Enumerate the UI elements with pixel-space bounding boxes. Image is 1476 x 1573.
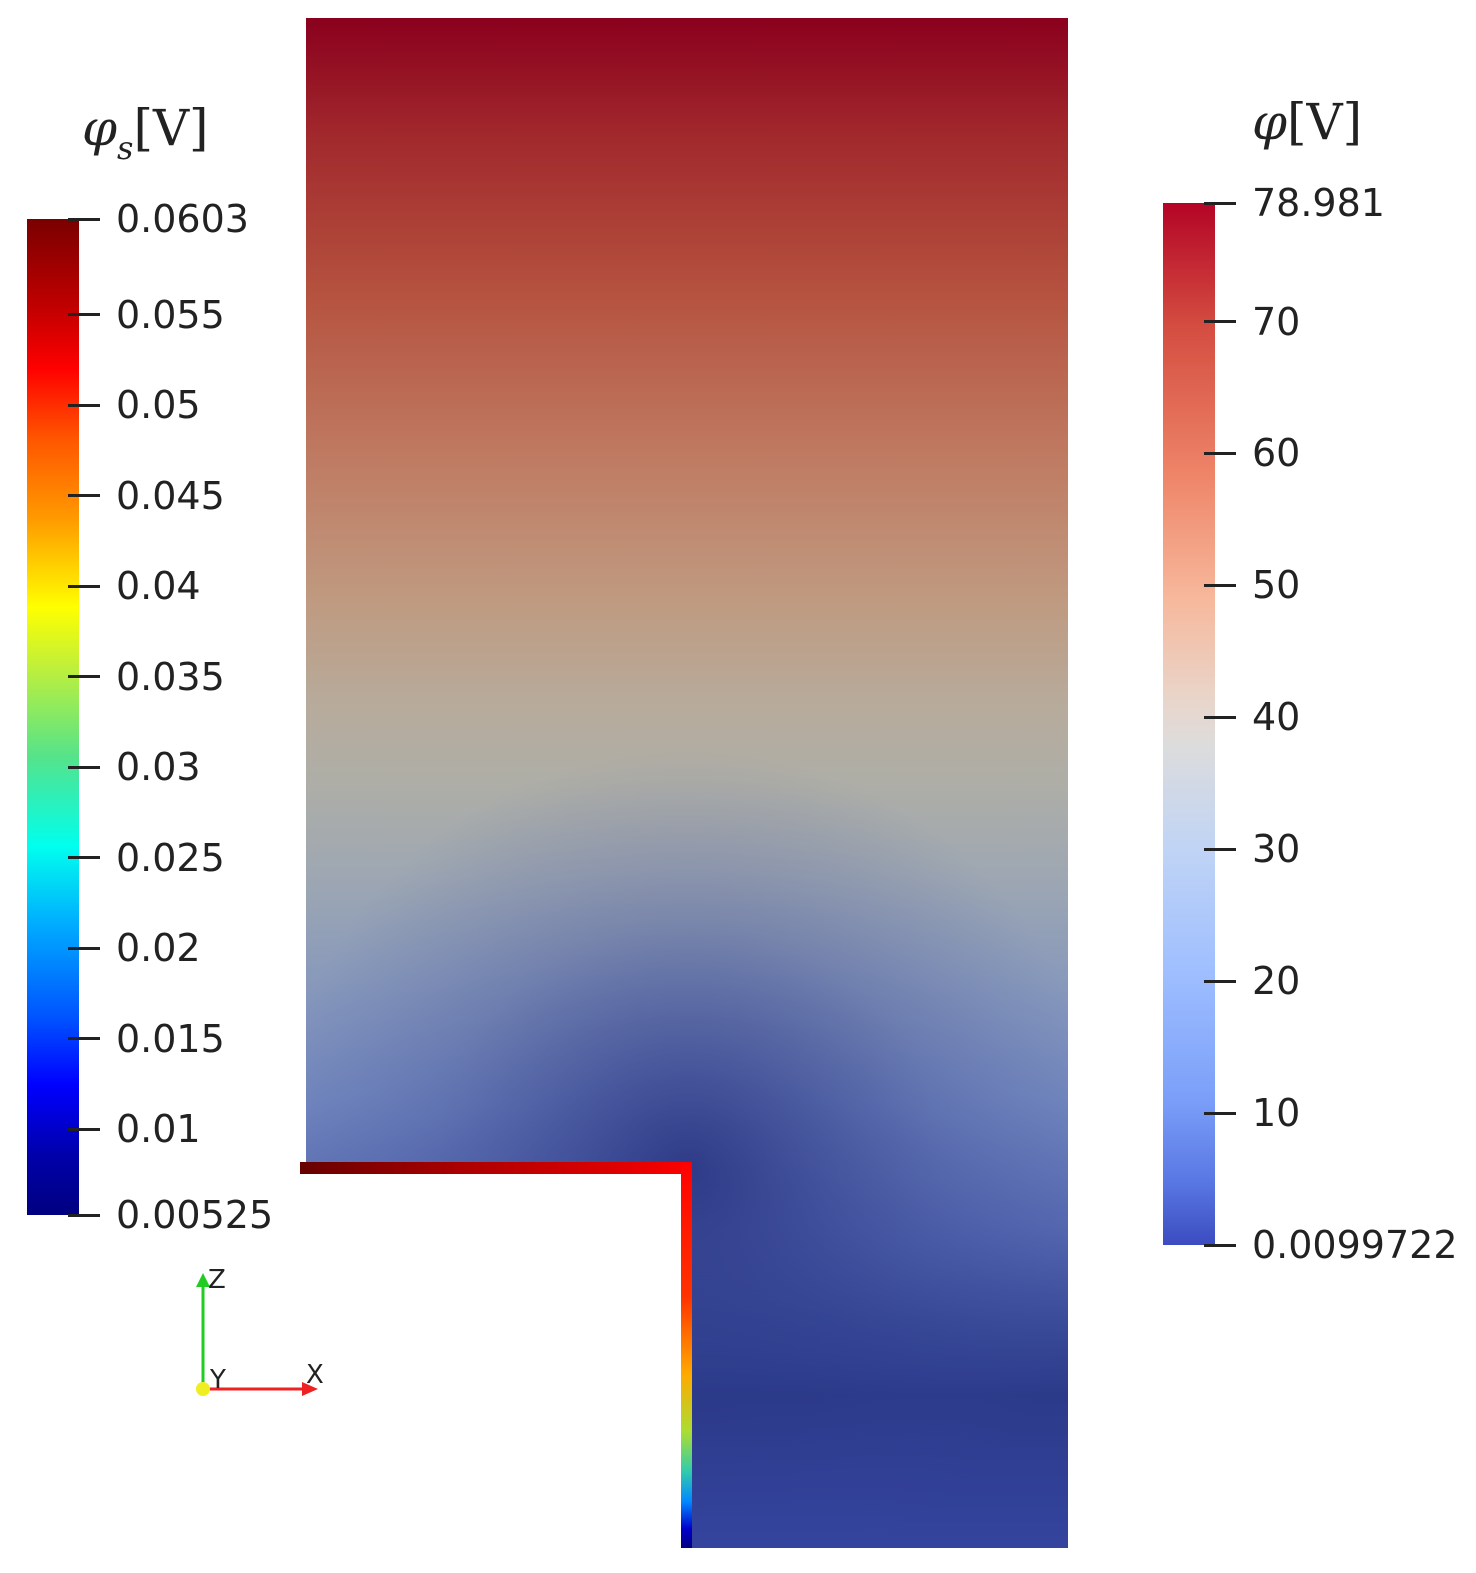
- right-colorbar-tick-label-5: 30: [1252, 827, 1301, 872]
- left-colorbar-tick-label-9: 0.015: [116, 1016, 225, 1061]
- left-colorbar-tick-label-3: 0.045: [116, 473, 225, 518]
- left-colorbar-tick-4: [68, 584, 100, 588]
- left-colorbar-tick-label-6: 0.03: [116, 745, 201, 790]
- y-axis-point: [196, 1382, 210, 1396]
- x-axis-label: X: [306, 1360, 324, 1390]
- right-colorbar-tick-1: [1204, 320, 1236, 323]
- right-colorbar: [1163, 203, 1215, 1245]
- right-colorbar-tick-label-6: 20: [1252, 959, 1301, 1004]
- right-colorbar-tick-label-4: 40: [1252, 695, 1301, 740]
- right-colorbar-tick-label-1: 70: [1252, 299, 1301, 344]
- left-colorbar-tick-11: [68, 1213, 100, 1217]
- left-colorbar-tick-3: [68, 494, 100, 498]
- z-axis-arrow-icon: [196, 1273, 210, 1287]
- left-colorbar-tick-label-5: 0.035: [116, 654, 225, 699]
- orientation-axes: [196, 1273, 318, 1396]
- left-colorbar-tick-label-7: 0.025: [116, 835, 225, 880]
- left-colorbar-title: φs[V]: [82, 99, 209, 167]
- left-colorbar-tick-label-2: 0.05: [116, 383, 201, 428]
- right-colorbar-tick-0: [1204, 201, 1236, 205]
- right-colorbar-tick-5: [1204, 847, 1236, 851]
- left-colorbar-tick-label-8: 0.02: [116, 926, 201, 971]
- left-colorbar-tick-0: [68, 217, 100, 221]
- electrode-edge: [300, 1162, 692, 1548]
- right-colorbar-tick-label-0: 78.981: [1252, 181, 1385, 225]
- left-colorbar-tick-label-11: 0.00525: [116, 1193, 274, 1237]
- left-colorbar-tick-label-10: 0.01: [116, 1107, 201, 1152]
- right-colorbar-tick-2: [1204, 451, 1236, 455]
- left-colorbar-tick-9: [68, 1037, 100, 1041]
- right-colorbar-tick-label-7: 10: [1252, 1091, 1301, 1136]
- left-colorbar-tick-2: [68, 403, 100, 407]
- right-colorbar-tick-4: [1204, 715, 1236, 719]
- left-colorbar-tick-5: [68, 675, 100, 679]
- right-colorbar-tick-label-3: 50: [1252, 563, 1301, 608]
- right-colorbar-tick-label-8: 0.0099722: [1252, 1223, 1458, 1267]
- right-colorbar-tick-6: [1204, 979, 1236, 983]
- left-colorbar: [27, 219, 79, 1215]
- y-axis-label: Y: [210, 1365, 226, 1395]
- right-colorbar-tick-8: [1204, 1243, 1236, 1247]
- right-colorbar-tick-7: [1204, 1111, 1236, 1115]
- x-axis-arrow-icon: [302, 1382, 318, 1396]
- left-colorbar-tick-1: [68, 313, 100, 317]
- left-colorbar-tick-6: [68, 765, 100, 769]
- right-colorbar-tick-label-2: 60: [1252, 431, 1301, 476]
- left-colorbar-tick-label-4: 0.04: [116, 564, 201, 609]
- left-colorbar-tick-7: [68, 856, 100, 860]
- right-colorbar-title: φ[V]: [1252, 93, 1363, 151]
- left-colorbar-tick-label-0: 0.0603: [116, 197, 249, 241]
- z-axis-label: Z: [208, 1265, 226, 1295]
- right-colorbar-tick-3: [1204, 583, 1236, 587]
- left-colorbar-tick-10: [68, 1127, 100, 1131]
- left-colorbar-tick-label-1: 0.055: [116, 292, 225, 337]
- left-colorbar-tick-8: [68, 946, 100, 950]
